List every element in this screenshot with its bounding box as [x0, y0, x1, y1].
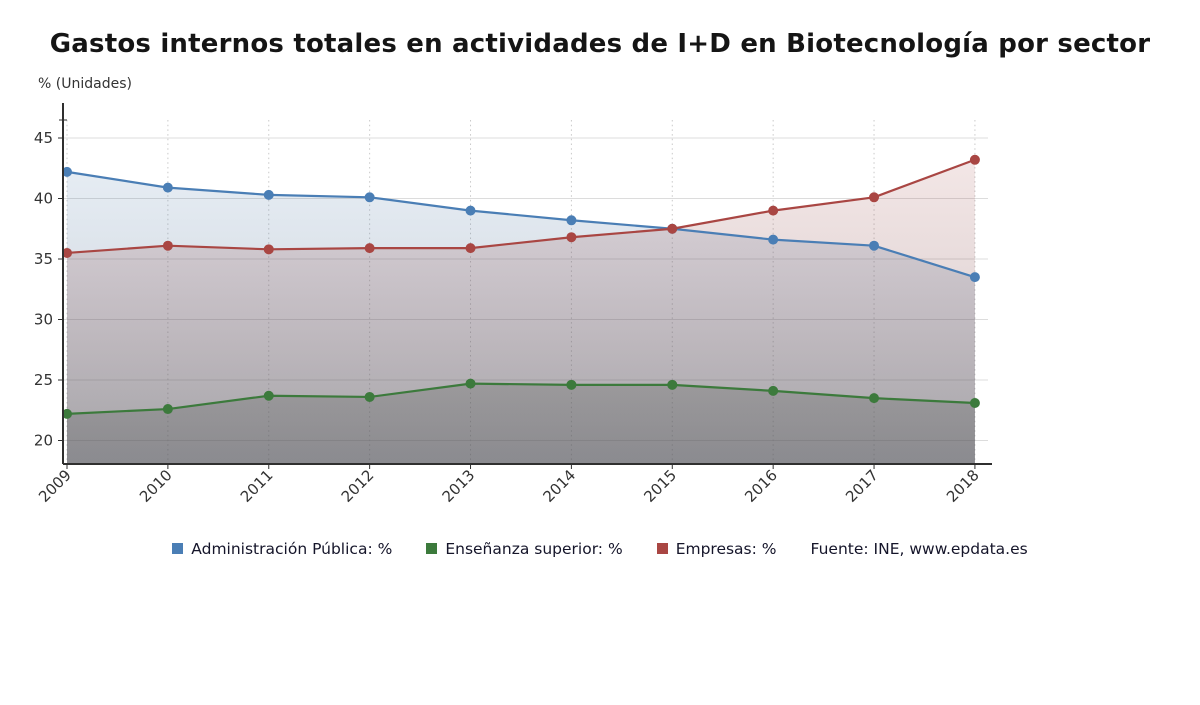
y-tick-label: 40 [34, 189, 53, 207]
data-point[interactable] [465, 242, 476, 253]
y-tick-label: 30 [34, 310, 53, 328]
series-line-2 [65, 382, 977, 415]
source-attribution: Fuente: INE, www.epdata.es [810, 539, 1028, 558]
data-point[interactable] [364, 391, 375, 402]
data-point[interactable] [364, 191, 375, 202]
legend-label: Administración Pública: % [191, 539, 393, 558]
legend-item-1[interactable]: Administración Pública: % [172, 540, 392, 558]
data-point[interactable] [566, 214, 577, 225]
data-point[interactable] [465, 378, 476, 389]
data-point[interactable] [768, 385, 779, 396]
x-tick-label: 2014 [539, 466, 579, 506]
legend-item-3[interactable]: Empresas: % [656, 539, 777, 558]
legend: Administración Pública: % Enseñanza super… [0, 540, 1200, 558]
data-point[interactable] [162, 240, 173, 251]
legend-swatch-icon [656, 543, 668, 555]
x-tick-label: 2010 [136, 466, 176, 506]
legend-label: Enseñanza superior: % [445, 539, 623, 558]
x-tick-label: 2018 [943, 466, 983, 506]
data-point[interactable] [869, 240, 880, 251]
legend-swatch-icon [172, 543, 184, 555]
y-axis-unit-label: % (Unidades) [38, 75, 132, 92]
y-tick-label: 25 [34, 371, 53, 389]
data-point[interactable] [263, 390, 274, 401]
data-point[interactable] [969, 397, 980, 408]
series-line-3 [65, 158, 977, 254]
data-point[interactable] [566, 231, 577, 242]
x-tick-label: 2013 [439, 466, 479, 506]
data-point[interactable] [162, 182, 173, 193]
x-tick-label: 2011 [237, 466, 277, 506]
legend-item-2[interactable]: Enseñanza superior: % [426, 539, 623, 558]
data-point[interactable] [364, 242, 375, 253]
series-line-1 [65, 170, 977, 278]
x-tick-label: 2016 [741, 466, 781, 506]
data-point[interactable] [969, 154, 980, 165]
data-point[interactable] [969, 271, 980, 282]
data-point[interactable] [465, 205, 476, 216]
data-point[interactable] [263, 189, 274, 200]
legend-label: Empresas: % [675, 539, 777, 558]
x-tick-label: 2015 [640, 466, 680, 506]
data-point[interactable] [162, 403, 173, 414]
data-point[interactable] [768, 205, 779, 216]
x-tick-label: 2017 [842, 466, 882, 506]
data-point[interactable] [667, 223, 678, 234]
x-tick-label: 2009 [35, 466, 75, 506]
data-point[interactable] [667, 379, 678, 390]
y-tick-label: 20 [34, 431, 53, 449]
data-point[interactable] [768, 234, 779, 245]
data-point[interactable] [869, 392, 880, 403]
x-tick-label: 2012 [338, 466, 378, 506]
y-tick-label: 45 [34, 129, 53, 147]
line-chart: 20 25 30 35 40 45 2009 2010 2011 2012 2013 2014 2015… [34, 102, 992, 506]
y-tick-label: 35 [34, 250, 53, 268]
chart-title: Gastos internos totales en actividades d… [49, 29, 1151, 59]
legend-swatch-icon [426, 543, 438, 555]
data-point[interactable] [263, 243, 274, 254]
data-point[interactable] [869, 191, 880, 202]
legend-items: Administración Pública: % Enseñanza super… [172, 539, 777, 558]
data-point[interactable] [566, 379, 577, 390]
